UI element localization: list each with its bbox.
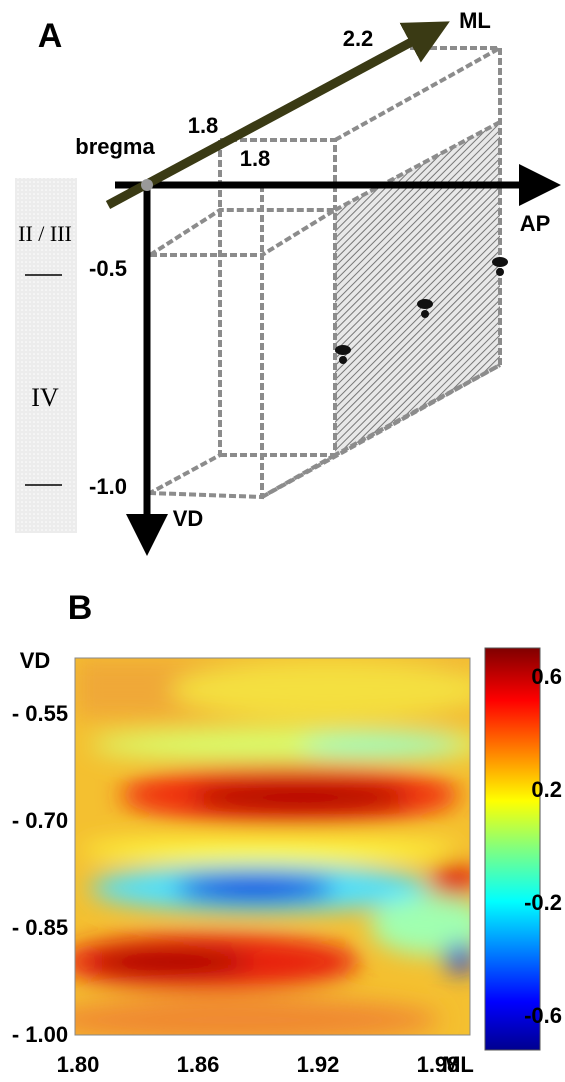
colorbar-tick-label: 0.2 xyxy=(531,777,562,802)
x-tick-label: 1.80 xyxy=(57,1052,100,1077)
y-tick-label: - 1.00 xyxy=(12,1022,68,1047)
panel-label: A xyxy=(38,17,63,55)
axis-label: VD xyxy=(173,506,204,531)
x-tick-label: 1.92 xyxy=(297,1052,340,1077)
colorbar-tick-label: -0.6 xyxy=(524,1003,562,1028)
layer-label: IV xyxy=(31,383,59,412)
heatmap-frame xyxy=(74,657,471,1036)
ap-mark: 1.8 xyxy=(240,146,271,171)
layer-label: II / III xyxy=(18,221,72,246)
heatmap xyxy=(75,658,470,1035)
axis-label: ML xyxy=(459,8,491,33)
ml-axis xyxy=(105,21,450,209)
x-tick-label: 1.86 xyxy=(177,1052,220,1077)
vd-mark: -1.0 xyxy=(89,474,127,499)
vd-mark: -0.5 xyxy=(89,256,127,281)
recording-plane xyxy=(335,122,500,455)
ml-mark: 1.8 xyxy=(188,113,219,138)
colorbar-tick-label: 0.6 xyxy=(531,664,562,689)
colorbar xyxy=(484,647,541,1051)
electrodes xyxy=(335,257,508,364)
x-tick-label: 1.98 xyxy=(417,1052,460,1077)
x-axis-label: ML xyxy=(442,1052,474,1077)
recording-volume xyxy=(148,46,502,500)
y-tick-label: - 0.70 xyxy=(12,808,68,833)
layer-bar xyxy=(15,178,77,533)
axis-label: AP xyxy=(520,211,551,236)
panel-label: B xyxy=(68,589,93,627)
y-tick-label: - 0.55 xyxy=(12,701,68,726)
origin-label: bregma xyxy=(75,134,155,159)
y-axis-label: VD xyxy=(20,648,51,673)
bregma-point xyxy=(141,179,153,191)
ml-mark: 2.2 xyxy=(343,26,374,51)
colorbar-tick-label: -0.2 xyxy=(524,890,562,915)
y-tick-label: - 0.85 xyxy=(12,915,68,940)
